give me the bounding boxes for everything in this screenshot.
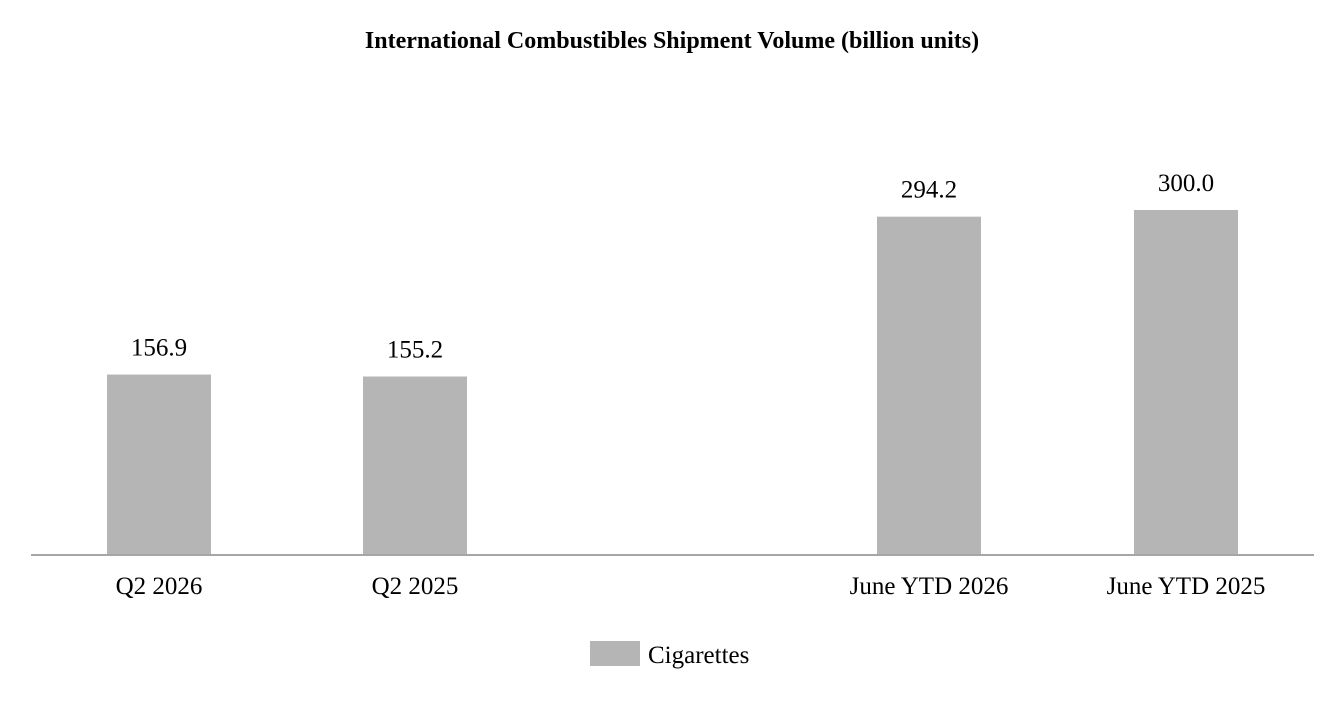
- data-label-q2-2025: 155.2: [387, 337, 443, 364]
- bar-q2-2025: [363, 376, 467, 555]
- category-label-group: Q2 2026 Q2 2025 June YTD 2026 June YTD 2025: [116, 573, 1266, 600]
- data-label-june-ytd-2026: 294.2: [901, 177, 957, 204]
- category-label-june-ytd-2025: June YTD 2025: [1107, 573, 1266, 600]
- category-label-q2-2026: Q2 2026: [116, 573, 203, 600]
- bar-june-ytd-2025: [1134, 210, 1238, 555]
- bar-june-ytd-2026: [877, 216, 981, 556]
- category-label-q2-2025: Q2 2025: [372, 573, 459, 600]
- chart-title: International Combustibles Shipment Volu…: [365, 28, 979, 54]
- legend-swatch-cigarettes: [590, 641, 640, 666]
- value-label-group: 156.9 155.2 294.2 300.0: [131, 170, 1214, 364]
- bar-q2-2026: [107, 374, 211, 555]
- data-label-june-ytd-2025: 300.0: [1158, 170, 1214, 197]
- bar-group: [107, 210, 1238, 556]
- category-label-june-ytd-2026: June YTD 2026: [850, 573, 1009, 600]
- data-label-q2-2026: 156.9: [131, 335, 187, 362]
- legend: Cigarettes: [590, 641, 749, 669]
- legend-label-cigarettes: Cigarettes: [648, 642, 749, 669]
